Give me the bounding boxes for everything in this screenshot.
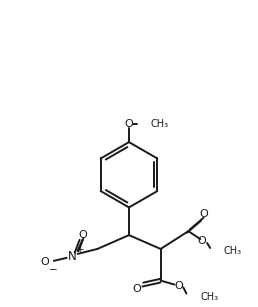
Text: CH₃: CH₃ (224, 246, 242, 256)
Text: N: N (68, 251, 77, 263)
Text: O: O (174, 281, 183, 290)
Text: O: O (78, 230, 87, 240)
Text: O: O (200, 209, 208, 219)
Text: O: O (198, 236, 207, 246)
Text: O: O (133, 284, 141, 293)
Text: O: O (41, 257, 49, 267)
Text: CH₃: CH₃ (151, 119, 169, 129)
Text: +: + (76, 246, 83, 255)
Text: CH₃: CH₃ (200, 293, 218, 302)
Text: O: O (125, 119, 133, 129)
Text: −: − (49, 265, 57, 275)
